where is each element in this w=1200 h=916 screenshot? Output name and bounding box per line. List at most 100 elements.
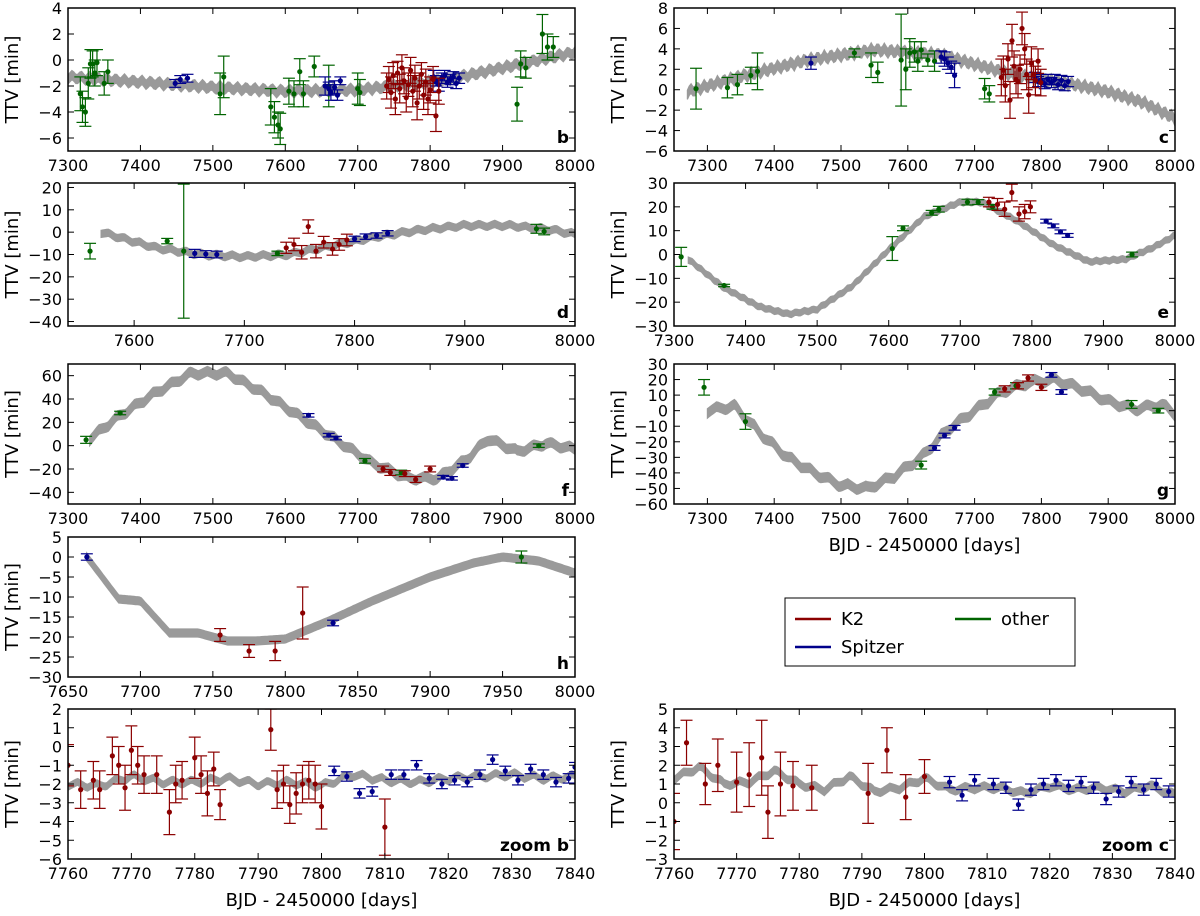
xtick-label-b-1: 7400: [120, 156, 161, 175]
point-other-c-0: [693, 86, 699, 92]
point-spitzer-zc-3: [990, 781, 996, 787]
point-other-d-1: [164, 238, 170, 244]
ytick-label-g-1: 20: [648, 371, 668, 390]
xtick-label-h-4: 7850: [337, 682, 378, 701]
point-k2-zb-17: [211, 766, 217, 772]
point-other-b-20: [311, 63, 317, 70]
ytick-label-c-0: 8: [658, 0, 668, 18]
panel-h: 7650 7700 7750 7800 7850 7900 7950 800050−5−10−…: [2, 528, 595, 701]
point-other-b-17: [291, 91, 297, 97]
legend-k2-label: K2: [841, 609, 864, 630]
point-other-b-5: [90, 61, 96, 67]
xtick-label-zc-8: 7840: [1155, 864, 1196, 883]
point-k2-e-2: [1002, 206, 1008, 212]
point-other-d-3: [274, 250, 281, 256]
point-spitzer-e-1: [1050, 223, 1056, 229]
point-other-c-15: [931, 58, 938, 64]
point-spitzer-d-6: [385, 230, 391, 236]
point-other-e-1: [721, 282, 727, 289]
point-k2-e-3: [1009, 189, 1015, 196]
point-spitzer-zb-5: [401, 772, 407, 778]
point-spitzer-zc-7: [1040, 781, 1047, 787]
point-spitzer-zb-8: [439, 781, 445, 787]
xtick-label-e-3: 7600: [868, 331, 909, 350]
model-band-h: [86, 551, 575, 646]
point-spitzer-c-13: [1055, 82, 1061, 88]
point-other-e-2: [889, 245, 895, 252]
xtick-label-f-5: 7800: [410, 509, 451, 528]
panel-c: 7300 7400 7500 7600 7700 7800 7900 8000 86 42 0−2 −…: [608, 0, 1195, 175]
ytick-label-d-5: −30: [28, 290, 62, 309]
ytick-label-h-0: 5: [52, 528, 62, 547]
panel-b: 7300 7400 7500 7600 7700 7800 7900 8000 4 2 0 −2 −4 −…: [2, 0, 595, 175]
point-spitzer-g-1: [941, 432, 948, 439]
plot-area-b: [68, 13, 575, 146]
point-other-c-3: [748, 72, 754, 79]
point-k2-c-5: [1009, 38, 1015, 44]
xtick-label-d-3: 7900: [444, 331, 485, 350]
point-k2-zb-10: [154, 772, 160, 778]
xtick-label-c-2: 7500: [821, 156, 862, 175]
xtick-label-zc-6: 7820: [1029, 864, 1070, 883]
ytick-label-zc-6: −1: [644, 813, 668, 832]
point-spitzer-e-0: [1043, 218, 1049, 224]
point-k2-c-0: [998, 74, 1004, 81]
point-other-c-13: [918, 47, 924, 53]
point-other-e-5: [936, 206, 942, 212]
point-other-d-0: [87, 248, 93, 254]
point-k2-h-2: [272, 648, 278, 654]
point-other-b-12: [268, 104, 274, 110]
ylabel-b: TTV [min]: [2, 36, 23, 125]
xtick-label-h-7: 8000: [555, 682, 596, 701]
point-spitzer-c-5: [951, 72, 958, 79]
point-k2-f-3: [413, 476, 419, 483]
ytick-label-g-4: −10: [634, 417, 668, 436]
ylabel-h: TTV [min]: [2, 563, 23, 652]
point-spitzer-c-15: [1062, 83, 1068, 89]
ytick-label-c-2: 4: [658, 40, 668, 59]
ylabel-g: TTV [min]: [608, 390, 629, 479]
ytick-label-h-3: −10: [28, 588, 62, 607]
xtick-label-zb-7: 7830: [491, 864, 532, 883]
point-other-e-9: [1129, 251, 1135, 258]
point-k2-c-14: [1028, 60, 1034, 66]
point-spitzer-zb-9: [451, 777, 458, 783]
point-spitzer-zc-2: [972, 777, 978, 783]
ytick-label-b-3: −2: [38, 77, 62, 96]
point-k2-b-20: [427, 87, 433, 93]
point-spitzer-f-3: [440, 474, 446, 480]
xtick-label-d-2: 7800: [334, 331, 375, 350]
point-k2-zb-12: [173, 781, 179, 787]
legend-spitzer-label: Spitzer: [841, 637, 904, 658]
ytick-label-f-5: −40: [28, 483, 62, 502]
point-k2-c-9: [1017, 66, 1023, 72]
xtick-label-g-6: 7900: [1088, 509, 1129, 528]
point-spitzer-zb-1: [344, 773, 350, 780]
point-spitzer-f-5: [460, 462, 466, 469]
point-other-b-14: [275, 122, 281, 128]
ytick-label-e-5: −20: [634, 293, 668, 312]
xtick-label-g-5: 7800: [1021, 509, 1062, 528]
point-other-f-1: [117, 410, 123, 416]
ytick-label-b-0: 4: [52, 0, 62, 18]
point-other-b-24: [514, 101, 520, 107]
point-k2-zc-6: [759, 755, 765, 761]
point-spitzer-zc-5: [1015, 802, 1022, 808]
point-k2-b-1: [386, 76, 392, 83]
point-spitzer-zb-18: [566, 775, 572, 781]
point-spitzer-zb-14: [515, 777, 521, 783]
panel-f: 7300 7400 7500 7600 7700 7800 7900 8000 60 40 20 0 −…: [2, 363, 595, 528]
ylabel-c: TTV [min]: [608, 36, 629, 125]
ytick-label-f-1: 40: [42, 390, 62, 409]
ytick-label-h-7: −30: [28, 668, 62, 687]
xtick-label-d-0: 7600: [114, 331, 155, 350]
point-spitzer-c-11: [1048, 79, 1055, 86]
xtick-label-e-7: 8000: [1155, 331, 1196, 350]
point-k2-e-4: [1016, 211, 1022, 217]
point-k2-zb-28: [382, 824, 388, 830]
point-spitzer-e-3: [1065, 232, 1071, 239]
point-other-c-8: [898, 57, 904, 63]
point-k2-g-3: [1038, 384, 1044, 390]
point-other-g-3: [992, 389, 998, 395]
xtick-label-zb-6: 7820: [428, 864, 469, 883]
